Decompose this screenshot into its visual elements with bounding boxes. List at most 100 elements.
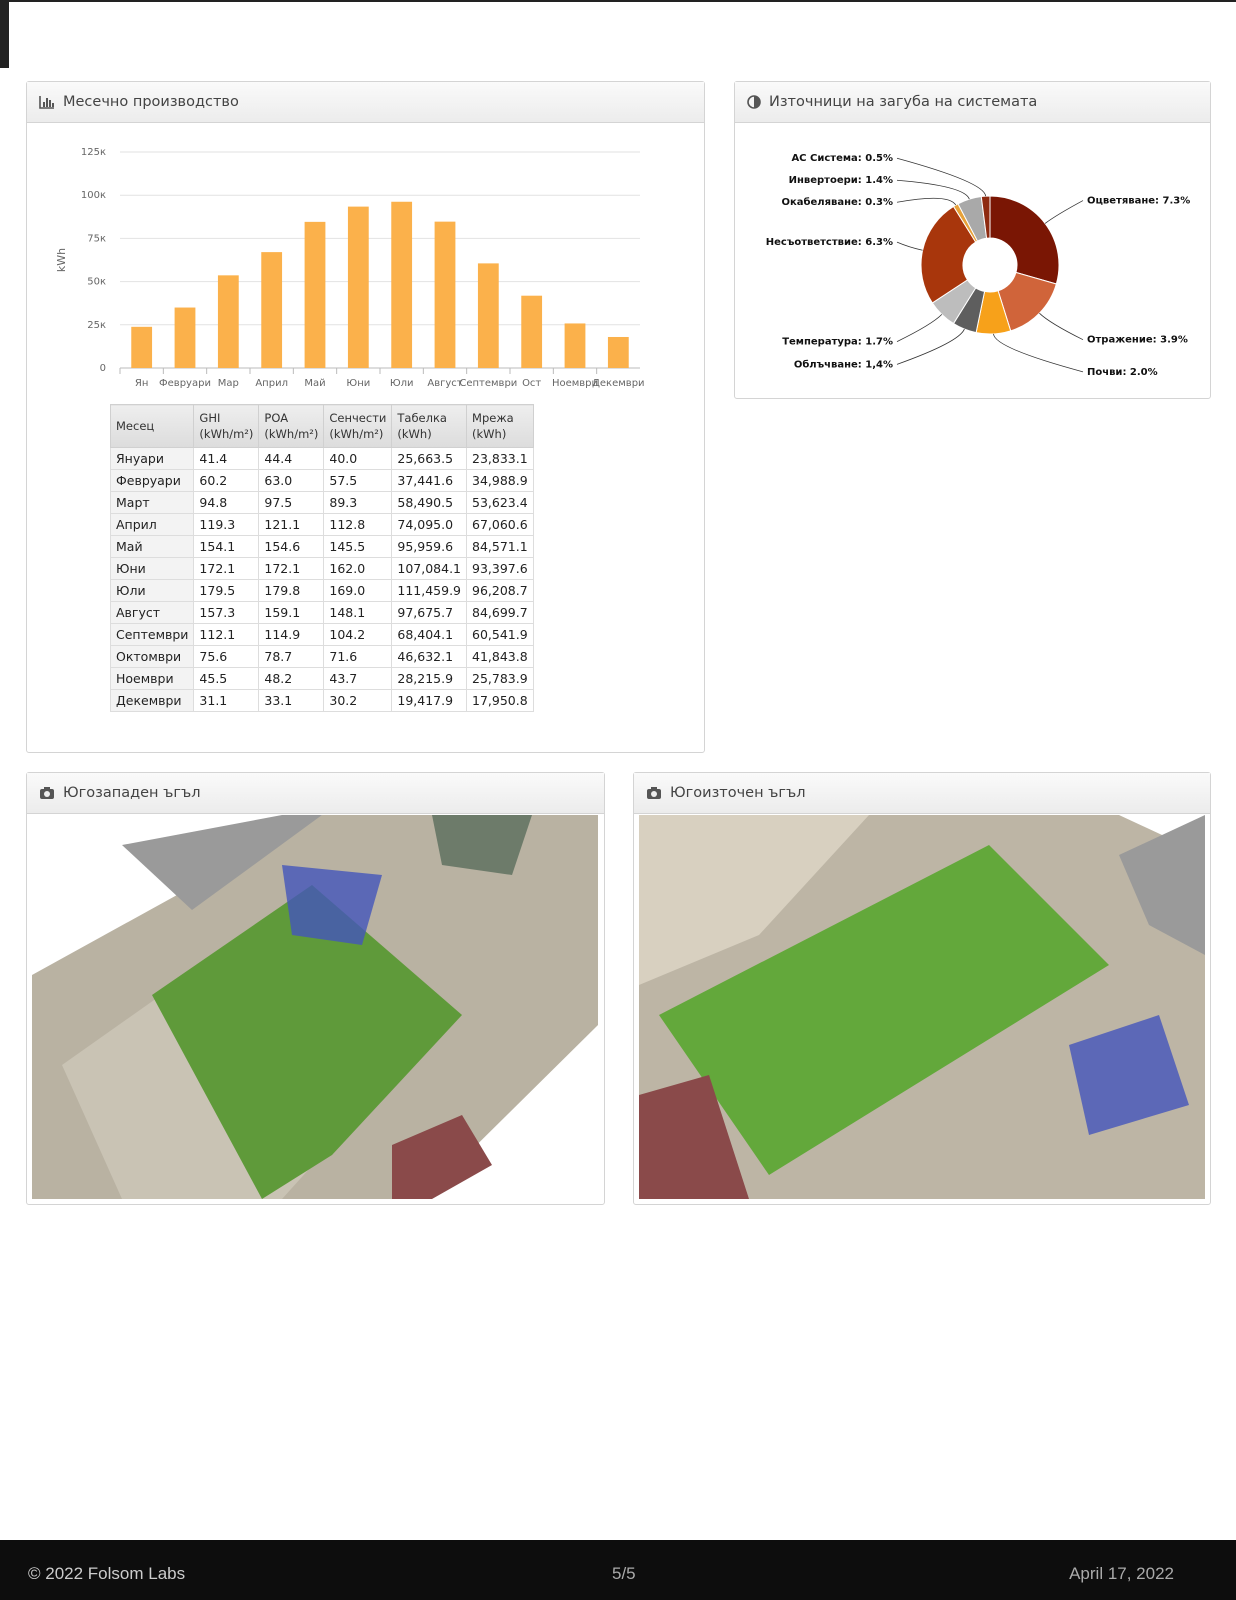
header-cell: Месец <box>109 404 195 448</box>
table-cell: 97.5 <box>258 491 325 514</box>
copyright: © 2022 Folsom Labs <box>28 1564 186 1583</box>
table-cell: Март <box>109 491 195 514</box>
header-text: Табелка <box>397 411 447 425</box>
table-cell: 41,843.8 <box>466 645 534 668</box>
table-cell: 154.6 <box>258 535 325 558</box>
table-cell: Май <box>109 535 195 558</box>
table-cell: 112.8 <box>323 513 393 536</box>
table-cell: 145.5 <box>323 535 393 558</box>
panel-title: Източници на загуба на системата <box>769 94 1038 110</box>
header-text: (kWh/m²) <box>264 427 319 441</box>
header-text: GHI <box>199 411 221 425</box>
panel: Югоизточен ъгъл <box>633 772 1211 1205</box>
table-cell: 17,950.8 <box>466 689 534 712</box>
table-row: Октомври 75.6 78.7 71.6 46,632.1 41,843.8 <box>109 645 534 668</box>
header-text: (kWh) <box>397 427 432 441</box>
table-cell: 41.4 <box>193 447 260 470</box>
table-row: Февруари 60.2 63.0 57.5 37,441.6 34,988.9 <box>109 469 534 492</box>
icon <box>747 95 761 109</box>
header-text: (kWh/m²) <box>199 427 254 441</box>
header-cell: GHI (kWh/m²) <box>193 404 260 448</box>
icon <box>647 787 661 799</box>
table-cell: 34,988.9 <box>466 469 534 492</box>
table-cell: 162.0 <box>323 557 393 580</box>
table-cell: 93,397.6 <box>466 557 534 580</box>
table-cell: 58,490.5 <box>391 491 468 514</box>
data-table: Месец GHI (kWh/m²) POA (kWh/m²) Сенчести (kWh/… <box>109 404 534 712</box>
top-tab <box>0 0 9 68</box>
table-cell: 31.1 <box>193 689 260 712</box>
table-row: Септември 112.1 114.9 104.2 68,404.1 60,541.9 <box>109 623 534 646</box>
table-cell: 19,417.9 <box>391 689 468 712</box>
table-cell: 44.4 <box>258 447 325 470</box>
table-row: Декември 31.1 33.1 30.2 19,417.9 17,950.8 <box>109 689 534 712</box>
table-cell: 75.6 <box>193 645 260 668</box>
table-cell: 30.2 <box>323 689 393 712</box>
date: April 17, 2022 <box>1069 1564 1174 1583</box>
table-cell: 169.0 <box>323 579 393 602</box>
header-cell: Мрежа (kWh) <box>466 404 534 448</box>
table-cell: Декември <box>109 689 195 712</box>
table-cell: Януари <box>109 447 195 470</box>
table-cell: Август <box>109 601 195 624</box>
table-row: Май 154.1 154.6 145.5 95,959.6 84,571.1 <box>109 535 534 558</box>
table-row: Март 94.8 97.5 89.3 58,490.5 53,623.4 <box>109 491 534 514</box>
table-cell: 104.2 <box>323 623 393 646</box>
table-row: Юли 179.5 179.8 169.0 111,459.9 96,208.7 <box>109 579 534 602</box>
table-cell: 154.1 <box>193 535 260 558</box>
table-cell: 25,663.5 <box>391 447 468 470</box>
table-cell: Октомври <box>109 645 195 668</box>
site-image <box>32 815 598 1199</box>
table-cell: 28,215.9 <box>391 667 468 690</box>
table-cell: 74,095.0 <box>391 513 468 536</box>
table-cell: 33.1 <box>258 689 325 712</box>
table-cell: Април <box>109 513 195 536</box>
header-text: Сенчести <box>329 411 387 425</box>
table-cell: 40.0 <box>323 447 393 470</box>
table-cell: 25,783.9 <box>466 667 534 690</box>
table-cell: 157.3 <box>193 601 260 624</box>
header-text: Месец <box>116 419 155 433</box>
table-cell: 107,084.1 <box>391 557 468 580</box>
header-row: Месец GHI (kWh/m²) POA (kWh/m²) Сенчести (kWh/… <box>109 404 534 448</box>
table-cell: 121.1 <box>258 513 325 536</box>
panel-title: Югозападен ъгъл <box>63 785 201 801</box>
table-cell: 179.5 <box>193 579 260 602</box>
table-cell: 53,623.4 <box>466 491 534 514</box>
table-cell: 179.8 <box>258 579 325 602</box>
site-image <box>639 815 1205 1199</box>
table-cell: 89.3 <box>323 491 393 514</box>
panel-header: Югоизточен ъгъл <box>634 773 1210 814</box>
table-cell: 96,208.7 <box>466 579 534 602</box>
table-cell: 60,541.9 <box>466 623 534 646</box>
panel-title: Месечно производство <box>63 94 239 110</box>
table-cell: Юни <box>109 557 195 580</box>
header-text: (kWh) <box>472 427 507 441</box>
page-number: 5/5 <box>612 1564 636 1583</box>
table-cell: 97,675.7 <box>391 601 468 624</box>
table-cell: Септември <box>109 623 195 646</box>
table-row: Ноември 45.5 48.2 43.7 28,215.9 25,783.9 <box>109 667 534 690</box>
panel-header: Югозападен ъгъл <box>27 773 604 814</box>
table-cell: 84,699.7 <box>466 601 534 624</box>
table-cell: Февруари <box>109 469 195 492</box>
table-cell: 45.5 <box>193 667 260 690</box>
table-cell: 63.0 <box>258 469 325 492</box>
icon <box>39 96 54 109</box>
icon <box>40 787 54 799</box>
table-cell: 43.7 <box>323 667 393 690</box>
table-cell: 78.7 <box>258 645 325 668</box>
table-cell: 46,632.1 <box>391 645 468 668</box>
table-cell: Юли <box>109 579 195 602</box>
header-cell: POA (kWh/m²) <box>258 404 325 448</box>
table-row: Август 157.3 159.1 148.1 97,675.7 84,699.7 <box>109 601 534 624</box>
table-cell: 67,060.6 <box>466 513 534 536</box>
header-text: (kWh/m²) <box>329 427 384 441</box>
panel-title: Югоизточен ъгъл <box>670 785 806 801</box>
table-cell: 84,571.1 <box>466 535 534 558</box>
table-cell: 23,833.1 <box>466 447 534 470</box>
table-cell: 60.2 <box>193 469 260 492</box>
footer: © 2022 Folsom Labs 5/5 April 17, 2022 <box>0 1540 1236 1600</box>
table-cell: 148.1 <box>323 601 393 624</box>
